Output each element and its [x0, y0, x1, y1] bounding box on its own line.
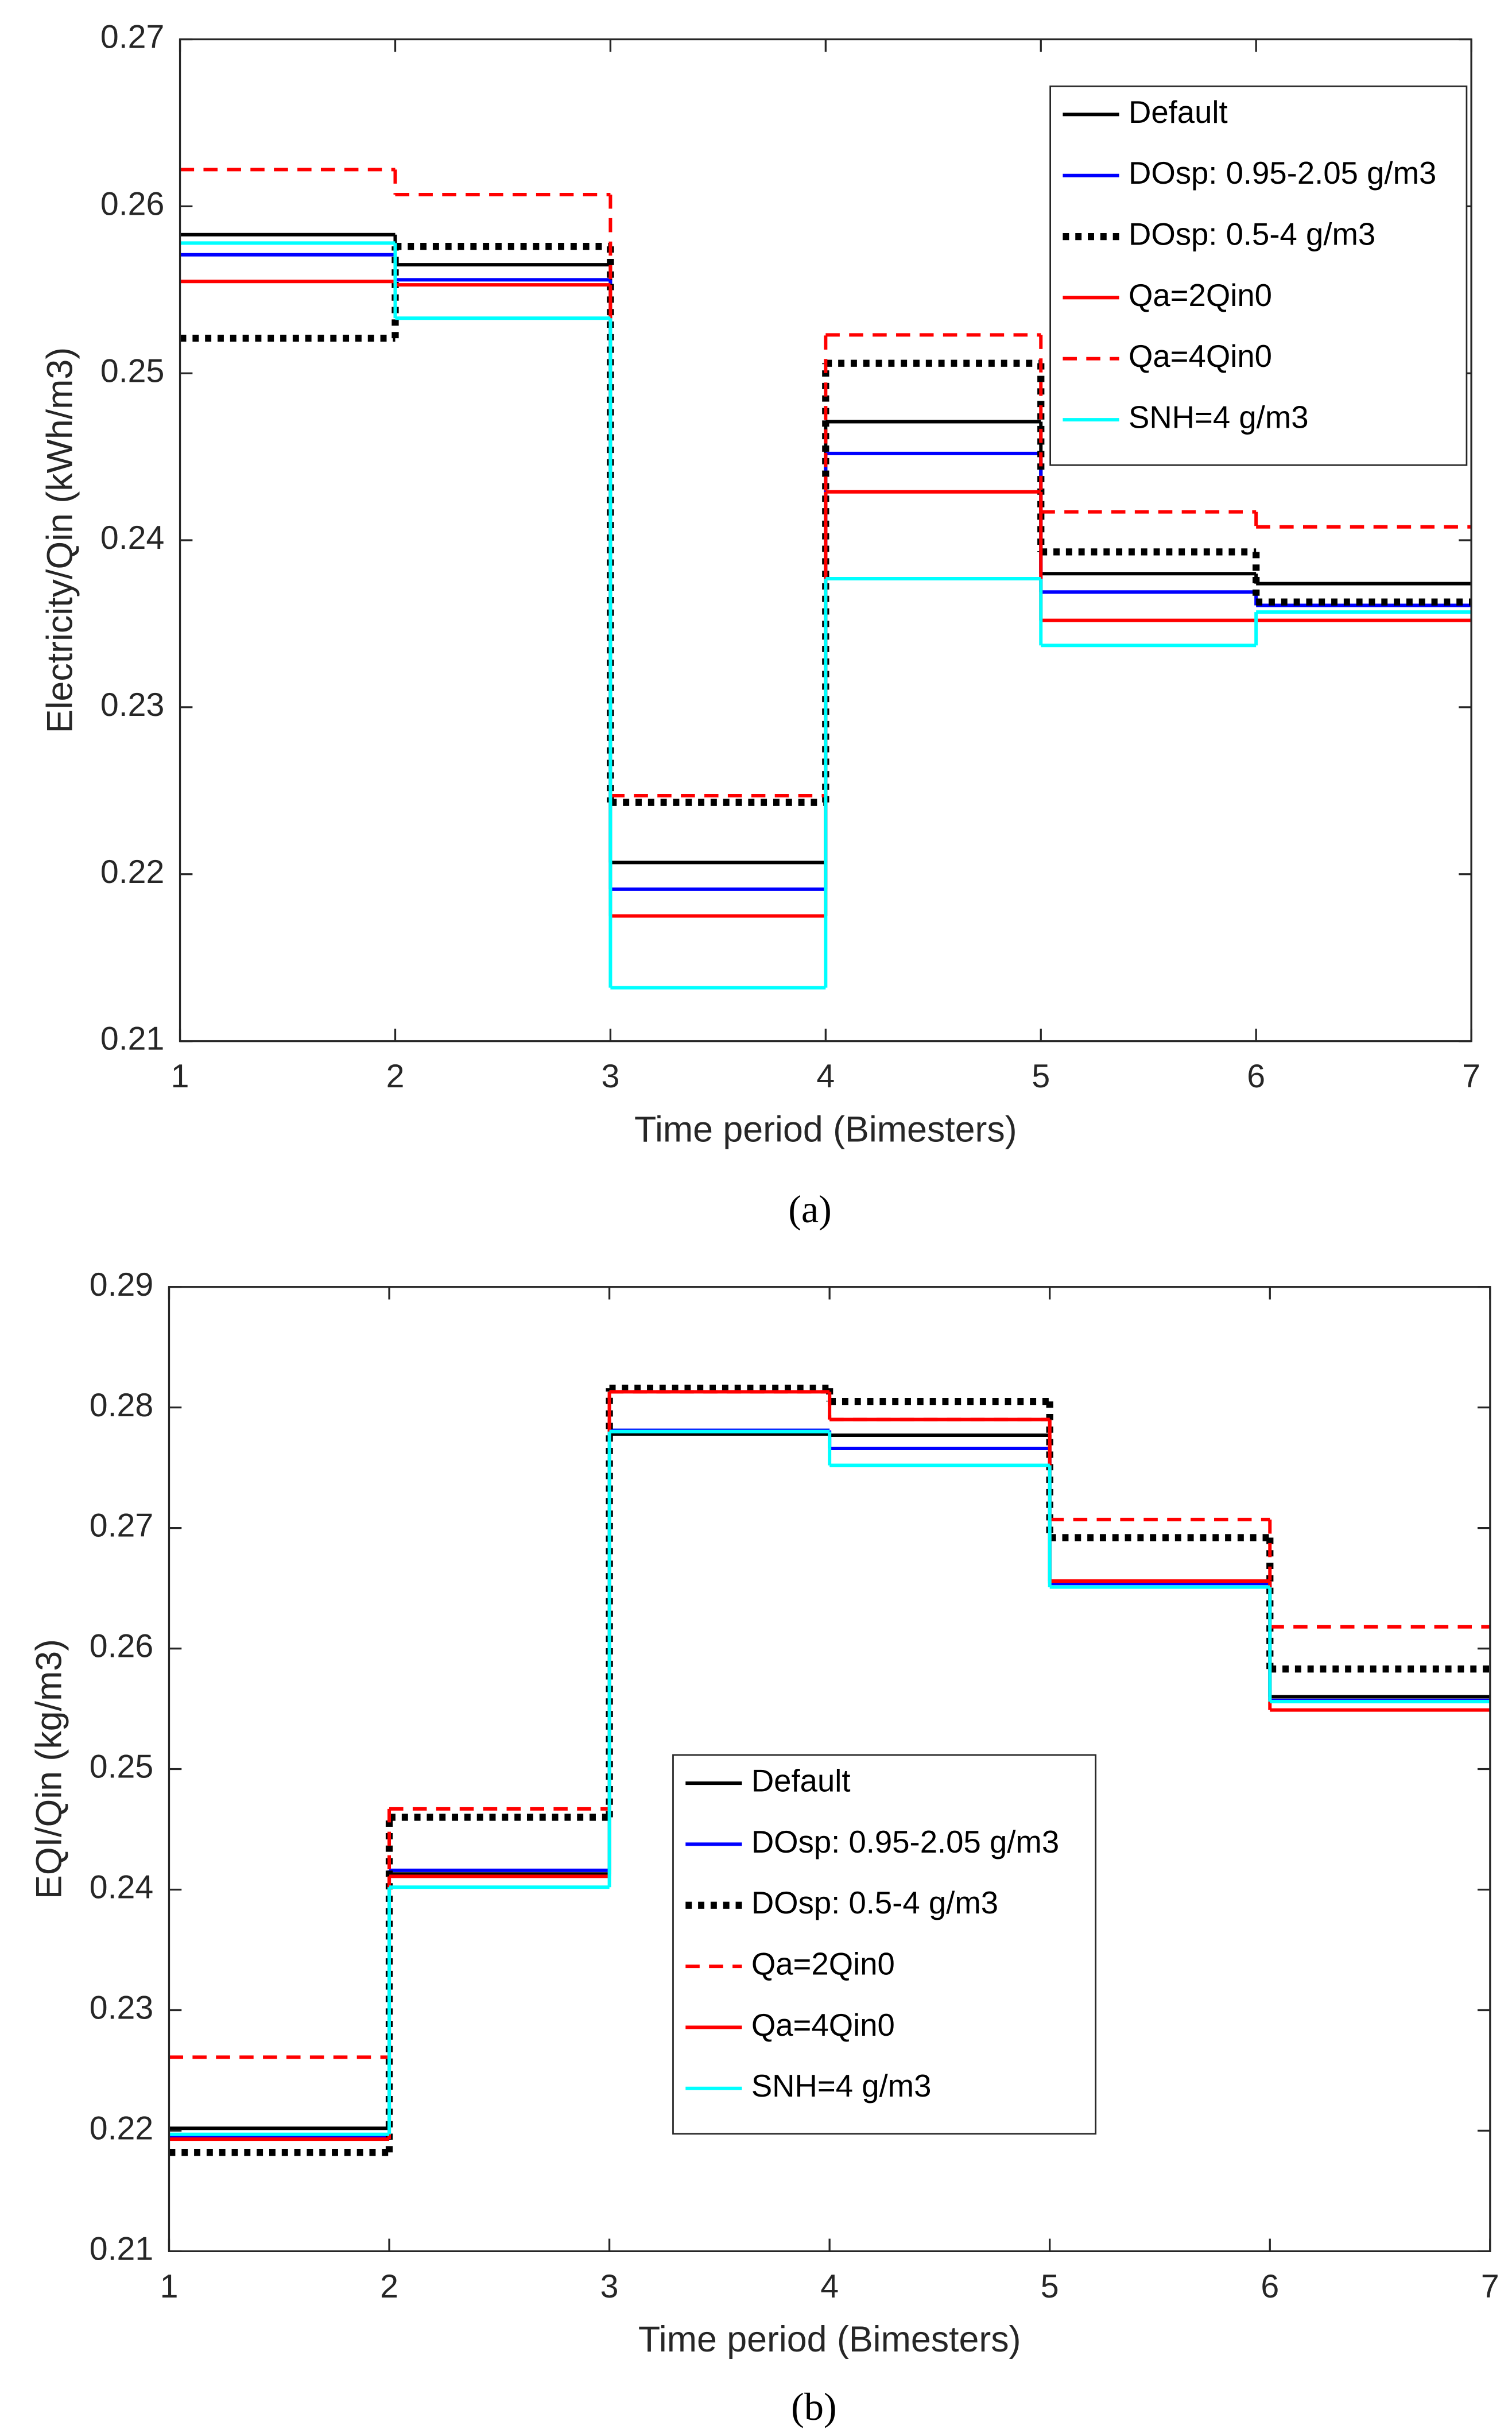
legend-label: Qa=4Qin0: [1129, 339, 1272, 374]
y-tick-label: 0.26: [100, 185, 164, 222]
x-axis-label: Time period (Bimesters): [634, 1109, 1017, 1149]
x-tick-label: 2: [380, 2268, 398, 2305]
y-tick-label: 0.25: [100, 352, 164, 389]
legend-box: [672, 1754, 1097, 2135]
y-tick-label: 0.21: [90, 2230, 153, 2267]
x-tick-label: 5: [1041, 2268, 1059, 2305]
y-tick-label: 0.27: [100, 19, 164, 56]
legend-label: Qa=4Qin0: [751, 2008, 895, 2043]
y-tick-label: 0.29: [90, 1266, 153, 1303]
x-tick-label: 2: [386, 1058, 405, 1095]
x-tick-label: 4: [820, 2268, 839, 2305]
legend-label: DOsp: 0.95-2.05 g/m3: [1129, 156, 1436, 191]
legend-label: SNH=4 g/m3: [751, 2068, 932, 2103]
y-axis-label: Electricity/Qin (kWh/m3): [40, 347, 80, 733]
x-tick-label: 1: [171, 1058, 189, 1095]
y-axis-label: EQI/Qin (kg/m3): [29, 1639, 69, 1899]
legend-label: Default: [751, 1763, 851, 1798]
y-tick-label: 0.27: [90, 1508, 153, 1544]
y-tick-label: 0.25: [90, 1749, 153, 1785]
legend-label: DOsp: 0.5-4 g/m3: [1129, 216, 1375, 251]
legend-label: DOsp: 0.5-4 g/m3: [751, 1885, 998, 1920]
legend-label: SNH=4 g/m3: [1129, 400, 1309, 435]
x-tick-label: 7: [1462, 1058, 1480, 1095]
y-tick-label: 0.26: [90, 1628, 153, 1665]
y-tick-label: 0.24: [90, 1869, 153, 1906]
x-tick-label: 3: [601, 1058, 619, 1095]
caption: (a): [788, 1187, 832, 1231]
x-tick-label: 7: [1481, 2268, 1499, 2305]
caption: (b): [791, 2385, 836, 2428]
y-tick-label: 0.21: [100, 1021, 164, 1057]
x-tick-label: 3: [600, 2268, 619, 2305]
legend-label: Qa=2Qin0: [751, 1946, 895, 1981]
legend-label: DOsp: 0.95-2.05 g/m3: [751, 1824, 1059, 1859]
y-tick-label: 0.24: [100, 520, 164, 556]
x-tick-label: 4: [816, 1058, 835, 1095]
y-tick-label: 0.23: [100, 687, 164, 723]
x-tick-label: 6: [1261, 2268, 1279, 2305]
y-tick-label: 0.28: [90, 1387, 153, 1424]
legend-label: Qa=2Qin0: [1129, 278, 1272, 313]
x-tick-label: 6: [1247, 1058, 1265, 1095]
x-tick-label: 1: [160, 2268, 179, 2305]
y-tick-label: 0.22: [90, 2110, 153, 2147]
legend-box: [1049, 85, 1468, 466]
x-tick-label: 5: [1032, 1058, 1050, 1095]
legend-label: Default: [1129, 95, 1228, 130]
y-tick-label: 0.22: [100, 854, 164, 890]
x-axis-label: Time period (Bimesters): [638, 2319, 1021, 2360]
y-tick-label: 0.23: [90, 1990, 153, 2027]
